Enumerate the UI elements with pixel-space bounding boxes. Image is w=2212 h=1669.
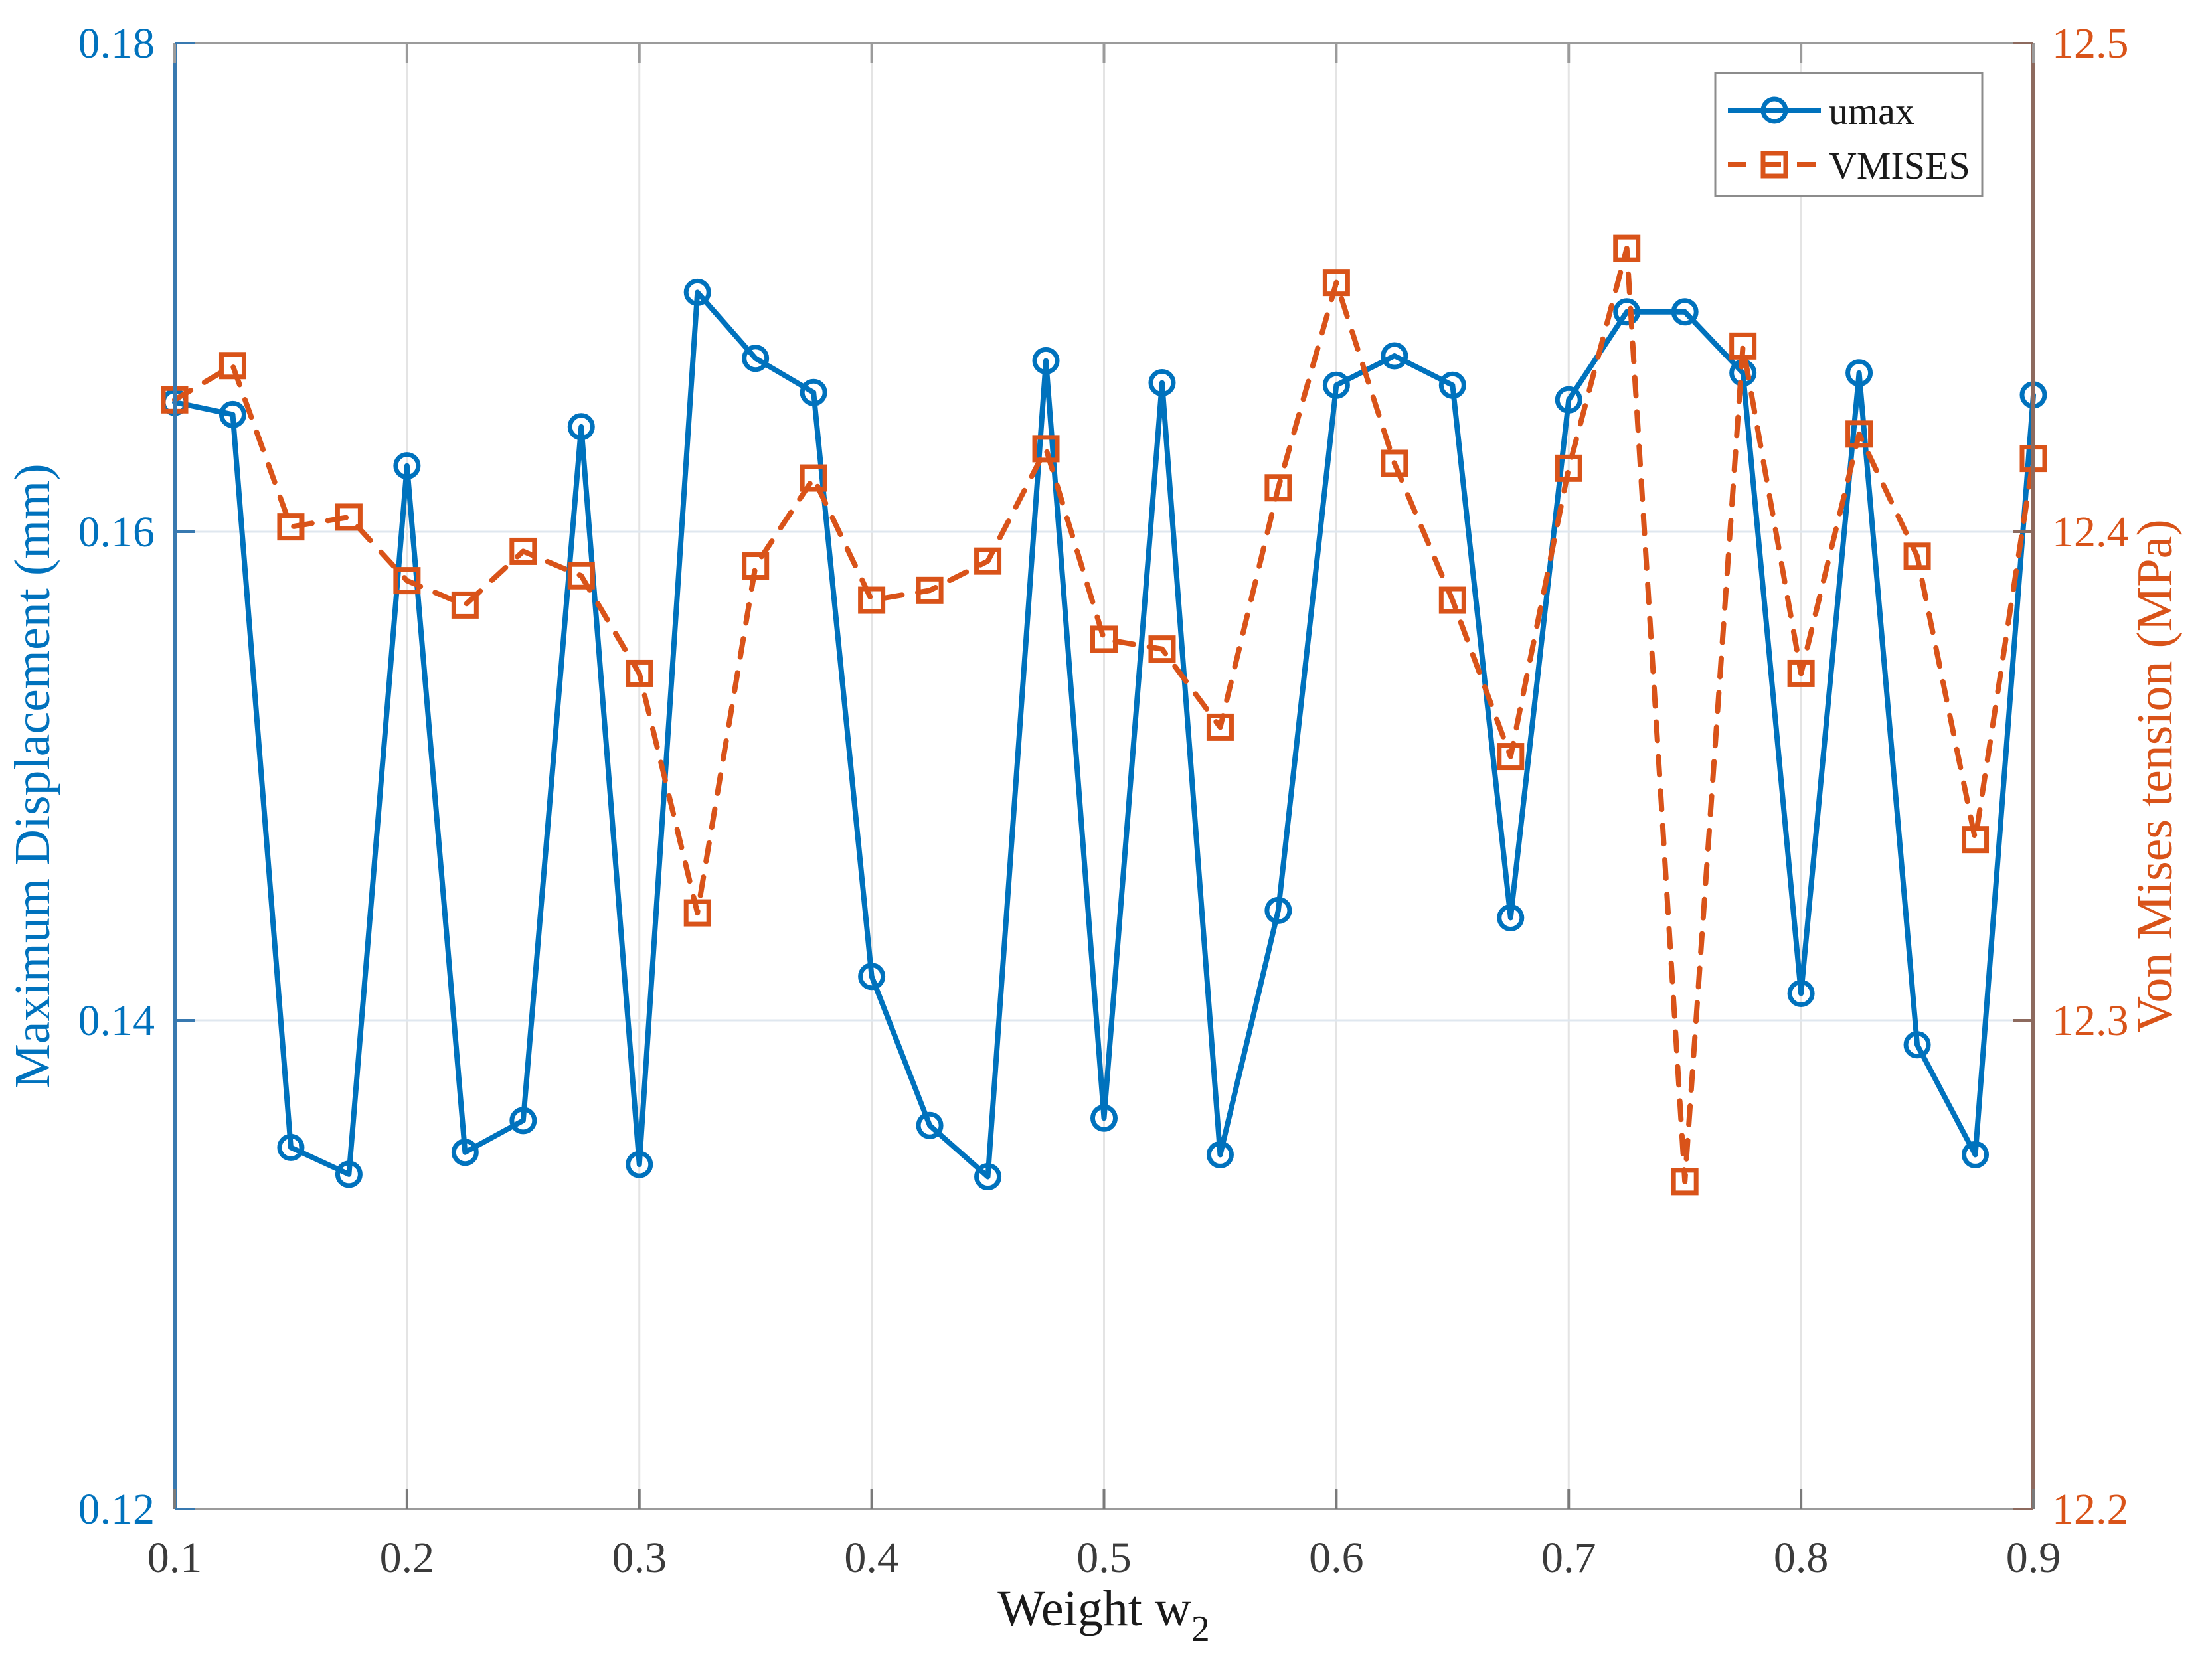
x-axis-title-subscript: 2 (1191, 1609, 1210, 1650)
umax-marker (277, 1133, 305, 1161)
vmises-marker (1148, 635, 1176, 663)
left-y-axis-title: Maximum Displacement (mm) (5, 463, 60, 1088)
umax-marker (1264, 896, 1292, 924)
vmises-marker (335, 503, 363, 531)
umax-marker (1787, 980, 1815, 1008)
tick-labels: 0.1 0.2 0.3 0.4 0.5 0.6 0.7 0.8 0.9 0.12 0.14 0.16 0… (78, 19, 2129, 1582)
umax-marker (1322, 371, 1350, 399)
umax-marker (1381, 342, 1408, 370)
umax-marker (683, 278, 711, 306)
left-y-tick-label: 0.16 (78, 508, 155, 556)
umax-marker (1962, 1141, 1990, 1168)
vmises-marker (1090, 625, 1118, 653)
gridlines (175, 43, 2033, 1509)
left-y-tick-label: 0.12 (78, 1485, 155, 1534)
data-series (161, 234, 2047, 1196)
vmises-marker (1322, 269, 1350, 297)
left-y-tick-label: 0.18 (78, 19, 155, 68)
right-y-tick-label: 12.5 (2052, 19, 2129, 68)
legend-label-vmises: VMISES (1829, 144, 1970, 187)
vmises-marker (393, 567, 421, 595)
umax-marker (1497, 904, 1525, 931)
right-y-axis-title: Von Mises tension (MPa) (2127, 519, 2183, 1032)
vmises-marker (916, 576, 944, 604)
x-tick-label: 0.3 (612, 1534, 667, 1582)
umax-marker (1438, 371, 1466, 399)
umax-marker (800, 378, 827, 406)
vmises-marker (1845, 420, 1873, 448)
x-tick-label: 0.1 (147, 1534, 203, 1582)
vmises-marker (451, 591, 479, 619)
x-tick-label: 0.9 (2006, 1534, 2061, 1582)
legend-label-umax: umax (1829, 90, 1914, 133)
legend: umax VMISES (1714, 72, 1984, 197)
umax-marker (335, 1160, 363, 1188)
x-tick-label: 0.5 (1076, 1534, 1132, 1582)
umax-marker (451, 1139, 479, 1166)
x-tick-label: 0.4 (844, 1534, 899, 1582)
vmises-marker (1671, 1168, 1699, 1196)
vmises-marker (800, 464, 827, 492)
vmises-marker (974, 547, 1002, 575)
umax-marker (567, 413, 595, 441)
vmises-marker (1729, 332, 1757, 360)
vmises-marker (858, 586, 886, 614)
umax-marker (974, 1163, 1002, 1191)
umax-marker (858, 963, 886, 991)
vmises-marker (1438, 586, 1466, 614)
umax-marker (1206, 1141, 1234, 1168)
vmises-marker (1613, 234, 1641, 262)
vmises-line (172, 246, 2036, 1184)
legend-entry-umax: umax (1728, 90, 1914, 133)
legend-circle-marker-icon (1760, 96, 1788, 124)
umax-marker (1148, 369, 1176, 397)
umax-marker (393, 452, 421, 480)
umax-marker (916, 1111, 944, 1139)
umax-marker (742, 345, 770, 372)
umax-marker (1090, 1104, 1118, 1132)
vmises-marker (567, 562, 595, 590)
vmises-marker (1787, 659, 1815, 687)
axes-and-ticks (173, 42, 2035, 1510)
x-tick-label: 0.8 (1774, 1534, 1829, 1582)
umax-marker (1555, 386, 1582, 414)
x-tick-label: 0.2 (380, 1534, 435, 1582)
umax-marker (626, 1151, 653, 1178)
left-y-tick-label: 0.14 (78, 996, 155, 1045)
umax-marker (1613, 298, 1641, 326)
umax-marker (1903, 1031, 1931, 1059)
legend-entry-vmises: VMISES (1728, 144, 1970, 187)
umax-marker (1671, 298, 1699, 326)
legend-square-marker-icon (1760, 151, 1788, 179)
right-y-tick-label: 12.2 (2052, 1485, 2129, 1534)
vmises-marker (1206, 713, 1234, 741)
vmises-marker (742, 552, 770, 580)
x-axis-title-base: Weight w (997, 1581, 1191, 1636)
legend-box (1714, 72, 1984, 197)
vmises-marker (1032, 435, 1060, 463)
vmises-marker (277, 513, 305, 541)
vmises-marker (218, 352, 246, 380)
x-axis-title: Weight w2 (997, 1581, 1210, 1650)
umax-marker (1032, 347, 1060, 374)
umax-line (172, 289, 2036, 1180)
x-tick-label: 0.7 (1541, 1534, 1596, 1582)
umax-marker (509, 1107, 537, 1135)
vmises-marker (1962, 826, 1990, 854)
vmises-marker (626, 659, 653, 687)
vmises-marker (1381, 449, 1408, 477)
vmises-marker (683, 899, 711, 927)
vmises-marker (1497, 743, 1525, 771)
x-tick-label: 0.6 (1309, 1534, 1364, 1582)
vmises-marker (509, 537, 537, 565)
right-y-tick-label: 12.3 (2052, 996, 2129, 1045)
vmises-marker (1555, 454, 1582, 482)
vmises-marker (1903, 542, 1931, 570)
vmises-marker (1264, 474, 1292, 502)
umax-marker (218, 400, 246, 428)
right-y-tick-label: 12.4 (2052, 508, 2129, 556)
umax-marker (1845, 359, 1873, 387)
